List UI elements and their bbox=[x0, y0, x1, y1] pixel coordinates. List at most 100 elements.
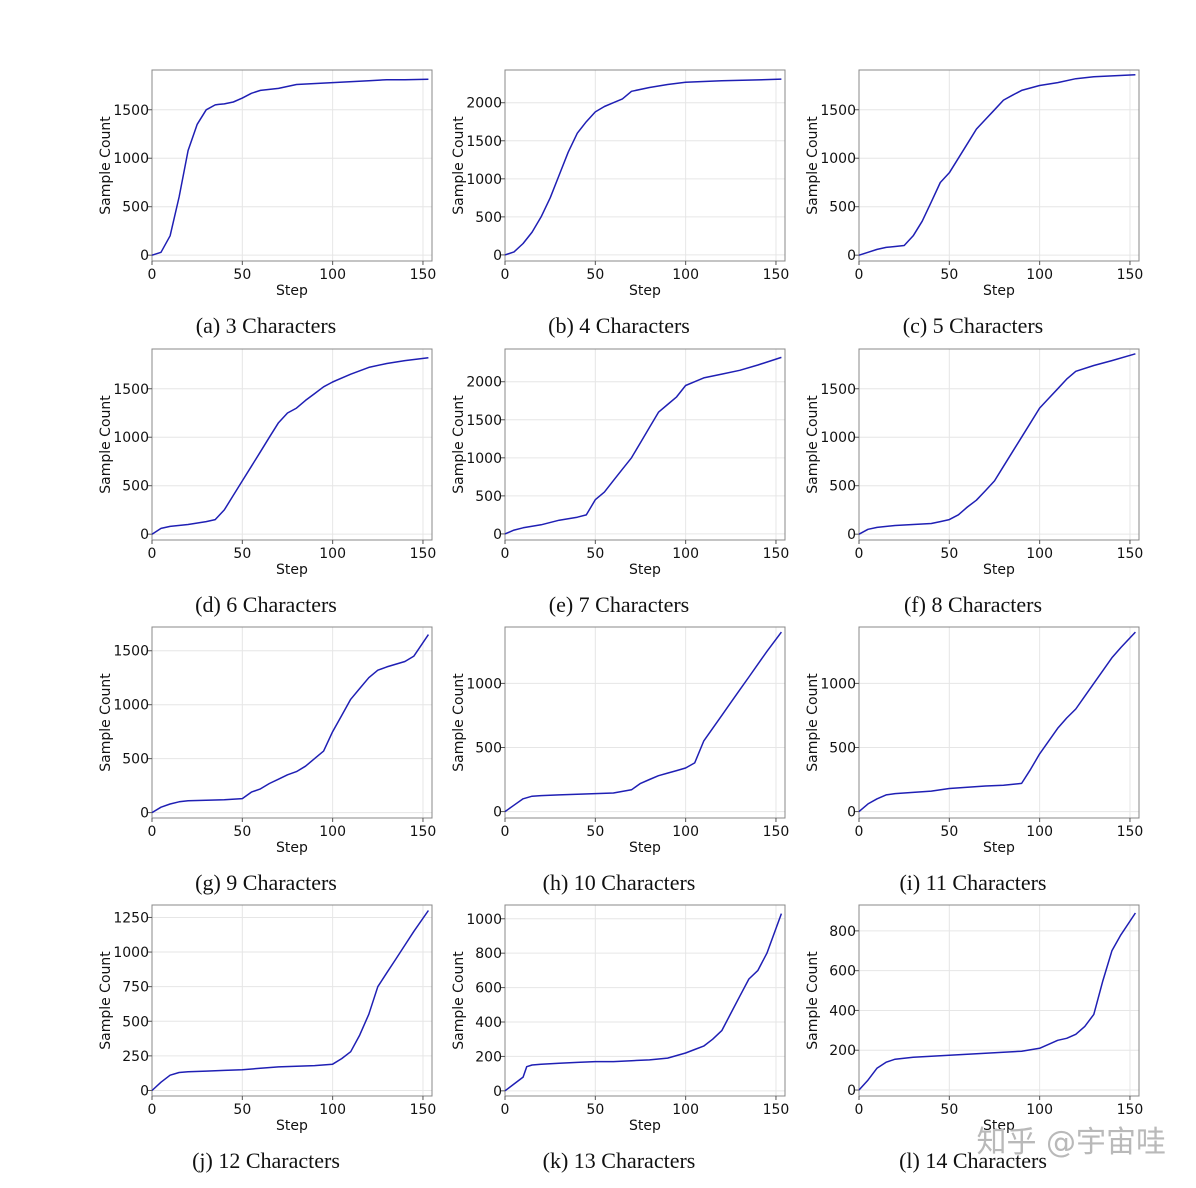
y-tick-label: 500 bbox=[475, 210, 502, 226]
subplot-caption: (a) 3 Characters bbox=[196, 313, 336, 338]
subplot-10: 0 50 100 150 0 200 400 600 800 1000 Step Sample Cou… bbox=[451, 904, 789, 1173]
subplot-11: 0 50 100 150 0 200 400 600 800 Step Sample Count (l… bbox=[805, 904, 1143, 1173]
y-tick-label: 800 bbox=[475, 946, 502, 962]
y-tick-label: 500 bbox=[829, 479, 856, 495]
y-tick-label: 2000 bbox=[466, 96, 502, 112]
x-tick-label: 0 bbox=[148, 1102, 157, 1118]
y-tick-label: 500 bbox=[475, 740, 502, 756]
y-axis-label: Sample Count bbox=[98, 116, 114, 215]
series-line bbox=[858, 631, 1136, 813]
x-axis-label: Step bbox=[276, 1118, 308, 1134]
y-tick-label: 1500 bbox=[113, 382, 149, 398]
y-tick-label: 1000 bbox=[820, 676, 856, 692]
y-tick-label: 1000 bbox=[113, 430, 149, 446]
y-tick-label: 500 bbox=[829, 200, 856, 216]
x-tick-label: 0 bbox=[148, 267, 157, 283]
series-line bbox=[151, 634, 430, 814]
x-axis-label: Step bbox=[276, 840, 308, 856]
plot-frame bbox=[504, 69, 786, 262]
x-tick-label: 150 bbox=[410, 1102, 437, 1118]
y-tick-label: 0 bbox=[140, 806, 149, 822]
x-tick-label: 0 bbox=[501, 267, 510, 283]
x-tick-label: 50 bbox=[586, 267, 604, 283]
x-axis-label: Step bbox=[983, 840, 1015, 856]
y-tick-label: 250 bbox=[122, 1049, 149, 1065]
x-tick-label: 100 bbox=[319, 824, 346, 840]
x-tick-label: 150 bbox=[763, 546, 790, 562]
y-tick-label: 400 bbox=[475, 1015, 502, 1031]
y-axis-label: Sample Count bbox=[805, 395, 821, 494]
x-tick-label: 100 bbox=[1026, 824, 1053, 840]
y-axis-label: Sample Count bbox=[98, 395, 114, 494]
subplot-caption: (d) 6 Characters bbox=[195, 592, 337, 617]
y-tick-label: 500 bbox=[122, 1014, 149, 1030]
plot-frame bbox=[151, 69, 433, 262]
plot-frame bbox=[151, 626, 433, 819]
x-tick-label: 0 bbox=[855, 1102, 864, 1118]
x-tick-label: 100 bbox=[319, 546, 346, 562]
series-line bbox=[504, 631, 782, 813]
y-axis-label: Sample Count bbox=[451, 116, 467, 215]
x-tick-label: 50 bbox=[233, 1102, 251, 1118]
y-tick-label: 0 bbox=[493, 805, 502, 821]
y-tick-label: 1000 bbox=[820, 430, 856, 446]
x-axis-label: Step bbox=[276, 562, 308, 578]
y-tick-label: 1500 bbox=[113, 644, 149, 660]
x-tick-label: 50 bbox=[586, 546, 604, 562]
x-axis-label: Step bbox=[276, 283, 308, 299]
x-tick-label: 0 bbox=[148, 824, 157, 840]
y-tick-label: 0 bbox=[140, 527, 149, 543]
y-tick-label: 1000 bbox=[820, 151, 856, 167]
y-tick-label: 0 bbox=[493, 527, 502, 543]
y-tick-label: 0 bbox=[847, 805, 856, 821]
plot-frame bbox=[504, 904, 786, 1097]
y-tick-label: 1000 bbox=[466, 912, 502, 928]
y-tick-label: 800 bbox=[829, 924, 856, 940]
x-tick-label: 50 bbox=[940, 267, 958, 283]
series-line bbox=[504, 356, 782, 535]
plot-frame bbox=[504, 626, 786, 819]
subplot-caption: (b) 4 Characters bbox=[548, 313, 690, 338]
y-tick-label: 1000 bbox=[466, 172, 502, 188]
y-axis-label: Sample Count bbox=[98, 951, 114, 1050]
x-tick-label: 50 bbox=[940, 1102, 958, 1118]
y-axis-label: Sample Count bbox=[805, 951, 821, 1050]
subplot-caption: (e) 7 Characters bbox=[549, 592, 689, 617]
plot-frame bbox=[151, 904, 433, 1097]
subplot-caption: (l) 14 Characters bbox=[899, 1148, 1047, 1173]
x-tick-label: 150 bbox=[410, 546, 437, 562]
y-tick-label: 500 bbox=[122, 752, 149, 768]
x-axis-label: Step bbox=[983, 562, 1015, 578]
y-tick-label: 750 bbox=[122, 980, 149, 996]
x-tick-label: 100 bbox=[319, 1102, 346, 1118]
x-tick-label: 100 bbox=[672, 1102, 699, 1118]
y-tick-label: 500 bbox=[122, 479, 149, 495]
y-tick-label: 0 bbox=[847, 1083, 856, 1099]
x-axis-label: Step bbox=[629, 1118, 661, 1134]
x-tick-label: 150 bbox=[1117, 546, 1144, 562]
subplot-9: 0 50 100 150 0 250 500 750 1000 1250 Step Sample Co… bbox=[98, 904, 437, 1173]
series-line bbox=[151, 910, 430, 1092]
x-axis-label: Step bbox=[983, 283, 1015, 299]
y-tick-label: 500 bbox=[829, 740, 856, 756]
series-line bbox=[151, 78, 429, 256]
y-tick-label: 500 bbox=[122, 200, 149, 216]
y-tick-label: 1000 bbox=[466, 676, 502, 692]
x-axis-label: Step bbox=[629, 840, 661, 856]
x-tick-label: 0 bbox=[855, 267, 864, 283]
x-tick-label: 0 bbox=[501, 546, 510, 562]
y-tick-label: 200 bbox=[829, 1043, 856, 1059]
x-tick-label: 150 bbox=[410, 824, 437, 840]
y-tick-label: 2000 bbox=[466, 375, 502, 391]
x-tick-label: 100 bbox=[672, 546, 699, 562]
x-tick-label: 0 bbox=[148, 546, 157, 562]
y-axis-label: Sample Count bbox=[451, 673, 467, 772]
subplot-caption: (c) 5 Characters bbox=[903, 313, 1043, 338]
y-tick-label: 1500 bbox=[820, 382, 856, 398]
